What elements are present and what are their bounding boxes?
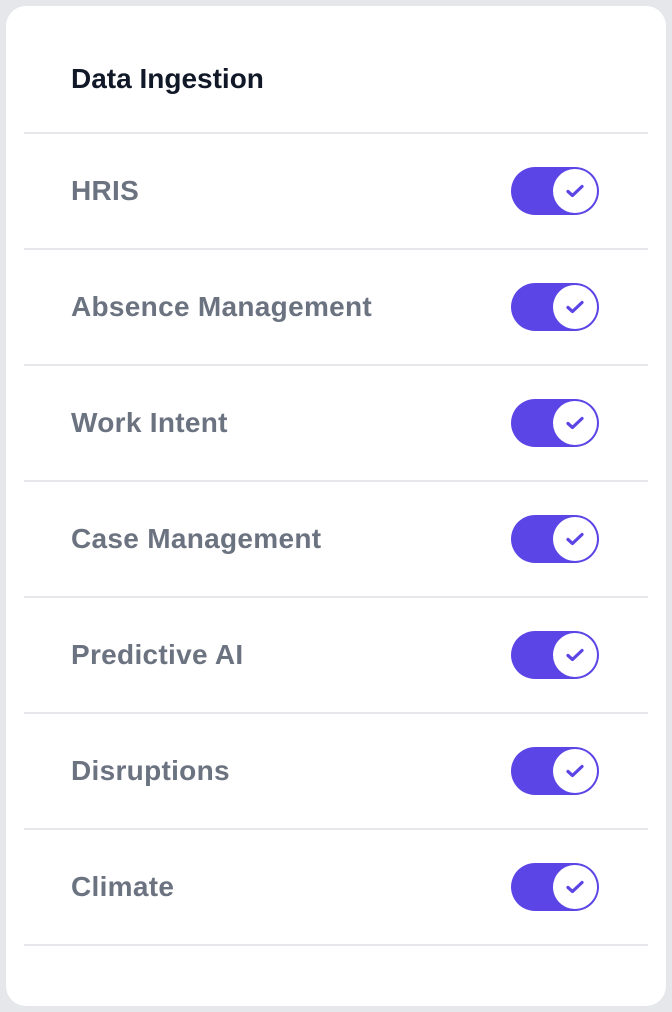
card-title: Data Ingestion (71, 63, 264, 94)
list-item-hris: HRIS (24, 134, 648, 250)
check-icon (566, 184, 584, 198)
ingestion-list: HRIS Absence Management Work Intent (24, 132, 648, 946)
check-icon (566, 416, 584, 430)
item-label: Disruptions (71, 755, 230, 786)
toggle-work-intent[interactable] (511, 399, 599, 447)
list-item-disruptions: Disruptions (24, 714, 648, 830)
check-icon (566, 648, 584, 662)
list-item-predictive-ai: Predictive AI (24, 598, 648, 714)
item-label: Absence Management (71, 291, 373, 322)
toggle-absence-management[interactable] (511, 283, 599, 331)
toggle-climate[interactable] (511, 863, 599, 911)
toggle-knob (553, 169, 597, 213)
check-icon (566, 880, 584, 894)
toggle-knob (553, 865, 597, 909)
list-item-absence-management: Absence Management (24, 250, 648, 366)
list-item-climate: Climate (24, 830, 648, 946)
toggle-predictive-ai[interactable] (511, 631, 599, 679)
check-icon (566, 300, 584, 314)
toggle-knob (553, 633, 597, 677)
toggle-disruptions[interactable] (511, 747, 599, 795)
item-label: Case Management (71, 523, 322, 554)
toggle-knob (553, 517, 597, 561)
data-ingestion-card: Data Ingestion HRIS Absence Management W… (6, 6, 666, 1006)
toggle-knob (553, 285, 597, 329)
item-label: HRIS (71, 175, 140, 206)
list-item-work-intent: Work Intent (24, 366, 648, 482)
toggle-knob (553, 749, 597, 793)
item-label: Climate (71, 871, 175, 902)
toggle-knob (553, 401, 597, 445)
item-label: Work Intent (71, 407, 228, 438)
toggle-case-management[interactable] (511, 515, 599, 563)
toggle-hris[interactable] (511, 167, 599, 215)
item-label: Predictive AI (71, 639, 244, 670)
check-icon (566, 764, 584, 778)
list-item-case-management: Case Management (24, 482, 648, 598)
check-icon (566, 532, 584, 546)
